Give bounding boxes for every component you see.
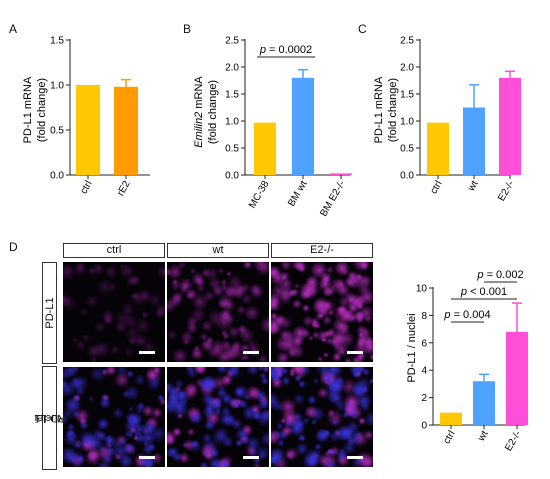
ylabel-b-rest: mRNA — [193, 76, 205, 112]
y-tick-label: 1.0 — [225, 117, 239, 128]
y-tick-label: 1.5 — [50, 36, 64, 47]
panel-letter-a: A — [9, 22, 18, 36]
ylabel-a-2: (fold change) — [36, 78, 48, 142]
column-header-ctrl: ctrl — [63, 243, 165, 258]
x-tick-label: rE2 — [115, 179, 133, 198]
x-tick-label: ctrl — [78, 179, 94, 196]
y-tick-label: 1.0 — [400, 117, 414, 128]
chart-c: PD-L1 mRNA (fold change) 0.0 0.5 1.0 1.5 2.0… — [373, 36, 521, 203]
y-tick-label: 0.5 — [50, 126, 64, 137]
y-tick-label: 8 — [421, 311, 427, 322]
micrograph-pdl1-ctrl — [63, 262, 165, 362]
y-tick-label: 1.5 — [400, 90, 414, 101]
scale-bar — [139, 351, 155, 354]
x-tick-label: BM E2-/- — [318, 179, 347, 219]
p-value-label: p = 0.0002 — [259, 44, 312, 56]
micrograph-pdl1-e2ko — [271, 262, 373, 362]
row-label-merge: PD-L1 Nuclei — [34, 366, 65, 470]
panel-letter-b: B — [183, 22, 192, 36]
bar-ctrl — [76, 85, 100, 175]
y-tick-label: 0.0 — [400, 171, 414, 182]
bar-ctrl — [440, 412, 462, 425]
x-tick-label: ctrl — [441, 429, 457, 446]
bar-E2-/- — [499, 77, 521, 175]
ylabel-d: PD-L1 / nuclei — [406, 313, 418, 382]
bar-ctrl — [427, 122, 449, 175]
y-tick-label: 2.0 — [400, 63, 414, 74]
chart-a: PD-L1 mRNA (fold change) 0.0 0.5 1.0 1.5 ctr… — [22, 36, 150, 198]
chart-b: Emilin2 mRNA (fold change) 0.0 0.5 1.0 1.5 2… — [193, 36, 352, 219]
panel-letter-d: D — [9, 240, 18, 254]
scale-bar — [139, 456, 155, 459]
column-header-wt: wt — [167, 243, 269, 258]
y-tick-label: 2.5 — [400, 36, 414, 47]
y-tick-label: 1.5 — [225, 90, 239, 101]
ylabel-c-1: PD-L1 mRNA — [373, 76, 385, 143]
bar-rE2 — [114, 86, 138, 175]
y-tick-label: 4 — [421, 366, 427, 377]
ylabel-b-1: Emilin2 mRNA — [193, 76, 205, 148]
bar-E2-/- — [506, 331, 528, 425]
chart-d: PD-L1 / nuclei 0 2 4 6 8 10 ctrl wt E2-/- p = 0.0… — [406, 269, 528, 453]
p-value-label: p = 0.004 — [443, 309, 490, 321]
y-tick-label: 0 — [421, 421, 427, 432]
x-tick-label: E2-/- — [496, 179, 516, 203]
ylabel-b-2: (fold change) — [207, 80, 219, 144]
row-label-pdl1: PD-L1 — [42, 262, 57, 364]
y-tick-label: 0.0 — [50, 171, 64, 182]
micrograph-merge-ctrl — [63, 367, 165, 467]
x-tick-label: MC-38 — [247, 179, 272, 211]
micrograph-merge-e2ko — [271, 367, 373, 467]
column-header-e2ko: E2-/- — [271, 243, 373, 258]
micrograph-pdl1-wt — [167, 262, 269, 362]
x-tick-label: E2-/- — [503, 429, 523, 453]
y-tick-label: 10 — [416, 284, 428, 295]
row-label-pdl1-text: PD-L1 — [43, 297, 56, 329]
panel-letter-c: C — [358, 22, 367, 36]
bar-wt — [473, 381, 495, 425]
x-tick-label: wt — [476, 429, 491, 444]
p-value-label: p = 0.002 — [476, 269, 523, 281]
ylabel-b-italic: Emilin2 — [193, 112, 205, 148]
y-tick-label: 0.0 — [225, 171, 239, 182]
bar-BM E2-/- — [330, 173, 352, 175]
bar-MC-38 — [254, 122, 276, 175]
bar-BM wt — [292, 77, 314, 175]
ylabel-a-1: PD-L1 mRNA — [22, 76, 34, 143]
y-tick-label: 1.0 — [50, 81, 64, 92]
micrograph-merge-wt — [167, 367, 269, 467]
y-tick-label: 0.5 — [225, 144, 239, 155]
p-value-label: p < 0.001 — [460, 286, 507, 298]
y-tick-label: 2 — [421, 393, 427, 404]
y-tick-label: 2.0 — [225, 63, 239, 74]
x-tick-label: ctrl — [428, 179, 444, 196]
x-tick-label: BM wt — [286, 179, 310, 209]
ylabel-c-2: (fold change) — [387, 78, 399, 142]
row-label-nuclei: Nuclei — [34, 412, 65, 425]
scale-bar — [347, 456, 363, 459]
scale-bar — [243, 456, 259, 459]
scale-bar — [243, 351, 259, 354]
row-label-merge-text: PD-L1 Nuclei — [34, 412, 65, 424]
scale-bar — [347, 351, 363, 354]
x-tick-label: wt — [466, 179, 481, 194]
y-tick-label: 2.5 — [225, 36, 239, 47]
y-tick-label: 6 — [421, 338, 427, 349]
y-tick-label: 0.5 — [400, 144, 414, 155]
bar-wt — [463, 107, 485, 175]
